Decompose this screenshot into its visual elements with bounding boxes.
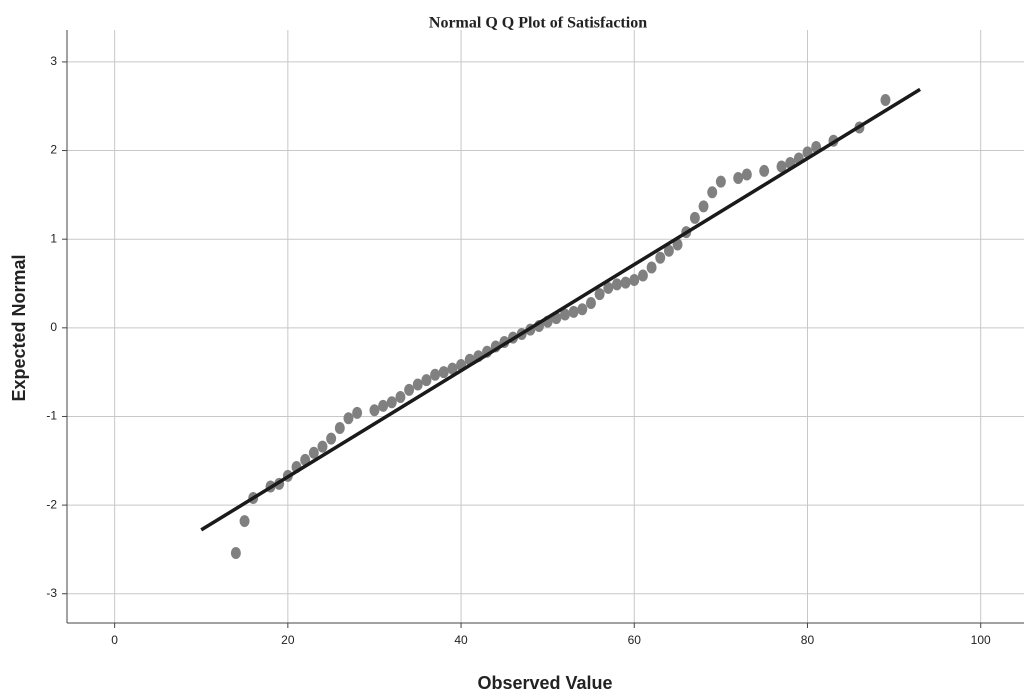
point [334, 421, 345, 434]
point [637, 269, 648, 282]
point [395, 390, 406, 403]
y-tick-label: 3 [50, 54, 57, 68]
point [577, 303, 588, 316]
point [559, 308, 570, 321]
x-axis-title: Observed Value [477, 673, 612, 693]
point [620, 276, 631, 289]
point [239, 515, 250, 528]
x-tick-label: 80 [801, 633, 815, 647]
point [629, 273, 640, 286]
point [698, 200, 709, 213]
point [689, 211, 700, 224]
point [438, 366, 449, 379]
y-tick-label: -3 [46, 586, 57, 600]
x-tick-label: 40 [454, 633, 468, 647]
point [733, 172, 744, 185]
fit-line [200, 87, 921, 532]
point [646, 261, 657, 274]
point [611, 278, 622, 291]
x-tick-label: 60 [628, 633, 642, 647]
x-tick-label: 0 [111, 633, 118, 647]
point [663, 244, 674, 257]
point [603, 281, 614, 294]
point [326, 432, 337, 445]
point [707, 186, 718, 199]
point [594, 288, 605, 301]
point [430, 368, 441, 381]
y-tick-label: 0 [50, 320, 57, 334]
y-axis-title: Expected Normal [9, 254, 29, 401]
y-tick-label: -2 [46, 497, 57, 511]
point [715, 175, 726, 188]
point [568, 305, 579, 318]
point [412, 378, 423, 391]
point [759, 164, 770, 177]
point [230, 546, 241, 559]
point [880, 94, 891, 107]
x-tick-label: 20 [281, 633, 295, 647]
y-tick-label: -1 [46, 409, 57, 423]
point [421, 374, 432, 387]
point [378, 399, 389, 412]
point [317, 440, 328, 453]
point [447, 362, 458, 375]
point [404, 383, 415, 396]
point [776, 160, 787, 173]
point [585, 297, 596, 310]
point [343, 412, 354, 425]
point [352, 406, 363, 419]
x-tick-label: 100 [971, 633, 991, 647]
point [386, 396, 397, 409]
point [369, 404, 380, 417]
y-tick-label: 2 [50, 143, 57, 157]
point [655, 251, 666, 264]
point [741, 168, 752, 181]
point [308, 446, 319, 459]
chart-title: Normal Q Q Plot of Satisfaction [429, 15, 647, 32]
y-tick-label: 1 [50, 231, 57, 245]
